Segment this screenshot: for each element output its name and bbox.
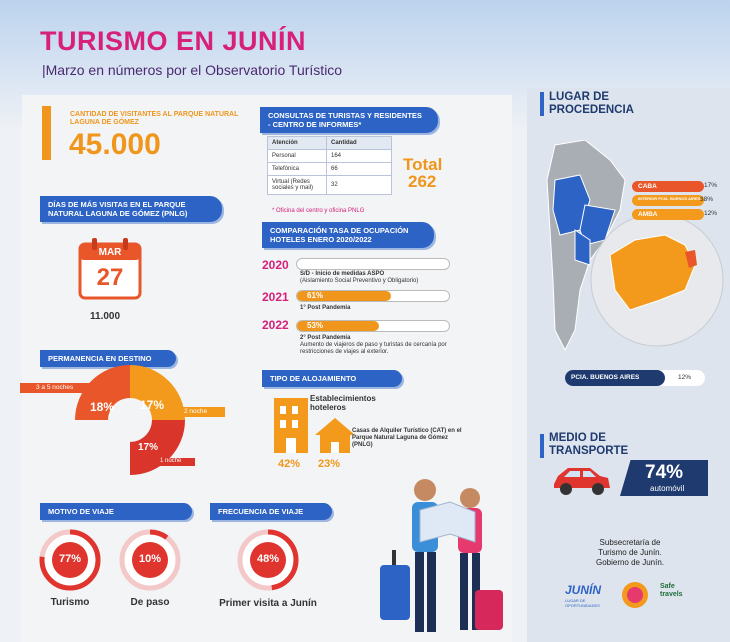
inquiries-table: Atención Cantidad Personal 164 Telefónica 6… [267,136,392,195]
section-heading: COMPARACIÓN TASA DE OCUPACIÓN HOTELES EN… [262,222,434,248]
total-label: Total [403,155,443,174]
accent-bar [42,106,51,160]
credit-line: Turismo de Junín. [598,548,662,557]
cell: Virtual (Redes sociales y mail) [267,175,327,195]
origin-label: AMBA [632,209,704,220]
year: 2020 [262,258,289,272]
calendar-day: 27 [96,264,124,291]
progress-track [296,258,450,270]
ribbon [172,407,225,417]
visitors-label: CANTIDAD DE VISITANTES AL PARQUE NATURAL… [70,111,239,126]
origin-map [546,140,724,352]
origin-label: CABA [632,181,704,192]
progress-fill: 53% [297,321,379,331]
ring-label: De paso [130,597,170,608]
section-heading: DÍAS DE MÁS VISITAS EN EL PARQUE NATURAL… [40,196,222,222]
ring-icons [39,529,299,591]
car-icon [554,468,610,495]
ring-value: 48% [256,553,280,565]
occupancy-value: S/D - Inicio de medidas ASPO [300,271,385,277]
ring-value: 77% [58,553,82,565]
logo-safe-travels: Safe travels [660,583,683,598]
column-header: Atención [267,136,327,150]
origin-label: INTERIOR PCIA. BUENOS AIRES [632,195,704,206]
logo-tagline: LUGAR DE OPORTUNIDADES [565,598,600,608]
segment-label: 2 noche [184,408,208,415]
progress-track: 53% [296,320,450,332]
progress-track: 61% [296,290,450,302]
cell: Personal [267,149,327,163]
lodging-label: Establecimientos hoteleros [310,394,376,412]
credit-line: Gobierno de Junín. [595,558,665,567]
total-value: 262 [408,172,437,191]
section-heading: TIPO DE ALOJAMIENTO [262,370,402,387]
ring-label: Turismo [50,597,90,608]
cell: 164 [326,149,392,163]
segment-value: 18% [90,400,115,414]
donut-segment [75,365,130,420]
donut-segment [130,420,185,475]
lodging-label: Casas de Alquiler Turístico (CAT) en el … [352,428,462,448]
travellers-illustration [380,479,503,632]
credit-line: Subsecretaría de [599,538,661,547]
ring-value: 10% [138,553,162,565]
title: TURISMO EN JUNÍN [40,26,307,56]
transport-label: automóvil [650,484,685,493]
segment-value: 17% [138,442,159,453]
origin-value: 17% [704,182,718,189]
section-heading: MEDIO DE TRANSPORTE [549,432,629,457]
year: 2022 [262,318,289,332]
occupancy-note: Aumento de viajeros de paso y turistas d… [300,342,447,355]
origin-value: 12% [704,210,718,217]
column-header: Cantidad [326,136,392,150]
origin-value: 38% [700,196,714,203]
province-value: 12% [678,374,692,381]
cell: 32 [326,175,392,195]
segment-label: 3 a 5 noches [36,384,74,391]
section-heading: MOTIVO DE VIAJE [40,503,192,520]
credits: Subsecretaría de Turismo de Junín. Gobie… [585,538,675,568]
calendar-icon [78,238,142,300]
province-label: PCIA. BUENOS AIRES [565,370,665,386]
section-heading: FRECUENCIA DE VIAJE [210,503,332,520]
peak-visitors: 11.000 [90,311,121,322]
accent-bar [540,434,544,458]
accent-bar [540,92,544,116]
lodging-icons [274,398,355,453]
year: 2021 [262,290,289,304]
lodging-value: 42% [278,458,301,470]
calendar-month: MAR [98,247,122,258]
section-heading: PERMANENCIA EN DESTINO [40,350,176,367]
lodging-value: 23% [318,458,341,470]
ring-label: Primer visita a Junín [219,598,317,609]
subtitle: |Marzo en números por el Observatorio Tu… [42,62,343,78]
donut-segment [130,365,185,420]
segment-value: 17% [140,398,165,412]
occupancy-detail: 2° Post Pandemia [300,335,351,341]
transport-value: 74% [645,462,684,483]
occupancy-detail: 1° Post Pandemia [300,305,351,311]
cell: 66 [326,162,392,176]
logo-badge [622,582,648,608]
stay-donut [20,365,225,475]
occupancy-detail: (Aislamiento Social Preventivo y Obligat… [300,278,419,284]
note: * Oficina del centro y oficina PNLG [272,208,365,214]
visitors-value: 45.000 [69,128,161,161]
cell: Telefónica [267,162,327,176]
section-heading: LUGAR DE PROCEDENCIA [549,91,634,116]
segment-label: 1 noche [160,458,182,464]
progress-fill: 61% [297,291,391,301]
section-heading: CONSULTAS DE TURISTAS Y RESIDENTES - CEN… [260,107,438,133]
logo-junin: JUNÍN [565,583,602,597]
transport-badge [620,460,708,496]
ribbon [20,383,95,393]
